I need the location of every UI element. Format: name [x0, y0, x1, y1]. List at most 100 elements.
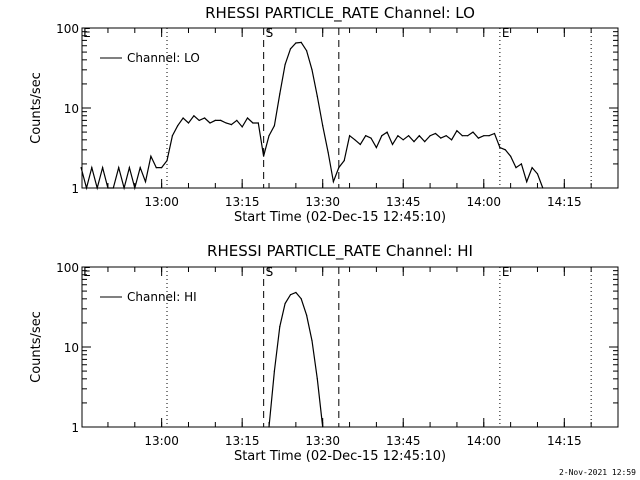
data-point [338, 167, 340, 169]
y-tick-label: 1 [71, 182, 79, 196]
y-axis-label: Counts/sec [29, 311, 44, 383]
data-point [85, 187, 88, 189]
event-marker-label: S [266, 26, 274, 40]
data-point [134, 187, 136, 189]
data-point [306, 314, 308, 316]
data-point [461, 135, 463, 137]
data-point [300, 298, 302, 300]
data-point [263, 155, 265, 157]
data-point [300, 41, 302, 44]
data-point [322, 426, 324, 428]
data-point [354, 139, 356, 141]
event-marker-label: E [83, 26, 91, 40]
data-point [284, 302, 286, 305]
data-point [289, 294, 292, 296]
legend-label: Channel: LO [127, 51, 200, 65]
x-tick-label: 14:00 [466, 195, 501, 209]
y-axis-label: Counts/sec [29, 72, 44, 144]
data-point [295, 291, 297, 294]
data-point [289, 48, 292, 50]
data-point [322, 125, 324, 127]
data-point [472, 131, 474, 133]
data-point [434, 132, 437, 135]
data-point [128, 167, 130, 169]
data-point [225, 122, 227, 124]
data-point [424, 141, 426, 143]
y-tick-label: 100 [56, 22, 79, 36]
data-point [343, 160, 345, 162]
data-point [268, 135, 270, 137]
data-point [536, 173, 539, 175]
data-point [375, 147, 377, 149]
data-point [397, 135, 399, 137]
series-line [268, 291, 324, 428]
data-point [402, 139, 404, 141]
data-point [139, 167, 141, 169]
data-point [316, 378, 318, 380]
data-point [118, 167, 120, 169]
data-point [273, 125, 275, 127]
data-point [155, 167, 157, 169]
data-point [107, 187, 109, 189]
event-marker-label: E [83, 265, 91, 279]
data-point [316, 95, 318, 97]
chart-panel-1: RHESSI PARTICLE_RATE Channel: LO 1 10 100 13… [29, 4, 619, 225]
x-tick-label: 13:15 [225, 195, 260, 209]
data-point [161, 167, 163, 169]
data-point [408, 135, 410, 137]
data-point [220, 119, 222, 121]
data-point [230, 124, 232, 126]
data-point [123, 187, 125, 189]
y-tick-label: 10 [64, 102, 79, 116]
y-tick-label: 1 [71, 421, 79, 435]
x-tick-label: 13:00 [144, 195, 179, 209]
x-tick-label: 13:30 [305, 434, 340, 448]
data-point [193, 115, 195, 117]
data-point [515, 167, 517, 169]
data-point [214, 119, 216, 121]
footer-date: 2-Nov-2021 12:59 [558, 468, 636, 477]
y-tick-label: 10 [64, 341, 79, 355]
data-point [499, 147, 501, 149]
x-tick-label: 14:15 [547, 195, 582, 209]
data-point [386, 131, 388, 133]
data-point [182, 117, 184, 119]
data-point [91, 167, 93, 169]
data-point [306, 50, 308, 52]
data-point [273, 370, 275, 372]
data-point [198, 119, 200, 121]
data-point [166, 160, 168, 162]
data-point [370, 137, 372, 139]
data-point [483, 135, 485, 137]
data-point [526, 181, 528, 183]
x-tick-label: 13:30 [305, 195, 340, 209]
data-point [187, 122, 190, 124]
event-marker-label: E [502, 26, 510, 40]
x-tick-label: 13:45 [386, 434, 421, 448]
data-point [429, 135, 431, 137]
data-point [365, 135, 367, 137]
data-point [456, 130, 458, 132]
data-point [391, 143, 394, 146]
data-point [268, 426, 270, 428]
x-tick-label: 13:00 [144, 434, 179, 448]
chart-title: RHESSI PARTICLE_RATE Channel: LO [205, 4, 475, 23]
data-point [80, 167, 82, 169]
data-point [531, 167, 533, 169]
data-point [96, 187, 98, 189]
data-point [236, 119, 238, 121]
data-point [246, 117, 249, 119]
data-point [520, 163, 523, 165]
data-point [445, 135, 447, 137]
data-point [413, 141, 415, 143]
data-point [252, 122, 254, 124]
data-point [510, 155, 512, 157]
data-point [440, 137, 442, 139]
event-marker-label: S [266, 265, 274, 279]
x-tick-label: 14:15 [547, 434, 582, 448]
data-point [102, 167, 104, 169]
x-axis-label: Start Time (02-Dec-15 12:45:10) [234, 210, 446, 225]
data-point [327, 151, 329, 153]
data-point [542, 187, 544, 189]
